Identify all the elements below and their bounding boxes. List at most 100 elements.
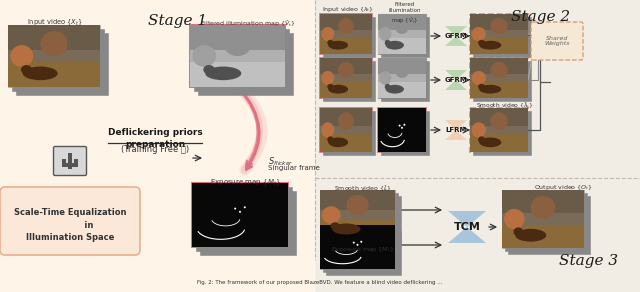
Bar xyxy=(190,62,285,87)
Bar xyxy=(320,225,395,269)
Circle shape xyxy=(239,211,241,213)
Ellipse shape xyxy=(346,195,369,215)
Bar xyxy=(320,108,372,126)
Ellipse shape xyxy=(327,84,333,90)
Bar xyxy=(320,58,372,74)
Bar xyxy=(323,193,398,243)
Bar xyxy=(378,108,426,152)
Text: Output video {$O_t$}: Output video {$O_t$} xyxy=(534,183,593,192)
Text: Filtered
illumination
map {$\hat{V}_t$}: Filtered illumination map {$\hat{V}_t$} xyxy=(388,2,421,26)
Bar xyxy=(378,58,426,98)
Polygon shape xyxy=(445,26,467,46)
Ellipse shape xyxy=(10,45,33,67)
Circle shape xyxy=(234,208,236,210)
Bar xyxy=(378,14,426,30)
Circle shape xyxy=(403,124,405,126)
Ellipse shape xyxy=(531,196,556,219)
Bar xyxy=(198,33,293,95)
Bar xyxy=(8,25,100,87)
FancyBboxPatch shape xyxy=(0,187,140,255)
Circle shape xyxy=(401,127,403,129)
Bar xyxy=(68,157,72,169)
Bar xyxy=(12,29,104,91)
Ellipse shape xyxy=(515,229,547,241)
Ellipse shape xyxy=(204,65,214,74)
Polygon shape xyxy=(445,120,467,140)
Ellipse shape xyxy=(479,41,501,50)
Ellipse shape xyxy=(321,27,334,41)
Text: Scale-Time Equalization
             in
Illumination Space: Scale-Time Equalization in Illumination … xyxy=(13,208,126,242)
Bar xyxy=(68,153,72,157)
Ellipse shape xyxy=(478,40,485,46)
Bar xyxy=(470,58,528,98)
Circle shape xyxy=(353,241,355,244)
Ellipse shape xyxy=(385,40,390,46)
Ellipse shape xyxy=(379,27,391,41)
Bar xyxy=(378,14,426,54)
Circle shape xyxy=(244,206,246,208)
Bar xyxy=(470,58,528,74)
Text: Shared
Weights: Shared Weights xyxy=(544,36,570,46)
Ellipse shape xyxy=(328,138,348,147)
Ellipse shape xyxy=(223,31,252,56)
Ellipse shape xyxy=(504,209,525,229)
Ellipse shape xyxy=(327,136,333,143)
Bar xyxy=(470,108,528,152)
Bar xyxy=(8,25,100,87)
Bar xyxy=(470,58,528,98)
Ellipse shape xyxy=(40,31,68,56)
Ellipse shape xyxy=(338,112,354,130)
Bar xyxy=(190,25,285,87)
Bar xyxy=(62,163,78,167)
Bar xyxy=(508,196,590,254)
Ellipse shape xyxy=(472,27,486,41)
Polygon shape xyxy=(445,70,467,90)
Bar xyxy=(200,191,296,255)
Ellipse shape xyxy=(490,112,508,130)
Bar xyxy=(320,190,395,240)
Bar xyxy=(0,0,315,292)
Bar xyxy=(378,108,426,152)
Bar xyxy=(502,225,584,248)
Ellipse shape xyxy=(478,84,485,90)
Text: Smooth video {$\hat{l}_t$}: Smooth video {$\hat{l}_t$} xyxy=(334,183,392,194)
Text: Smooth video {$\hat{\lambda}_t$}: Smooth video {$\hat{\lambda}_t$} xyxy=(476,100,534,111)
Ellipse shape xyxy=(322,206,340,224)
Text: TCM: TCM xyxy=(454,222,481,232)
Bar xyxy=(470,38,528,54)
Ellipse shape xyxy=(513,227,524,236)
Text: Singular frame: Singular frame xyxy=(268,165,320,171)
Text: Stage 2: Stage 2 xyxy=(511,10,570,24)
Circle shape xyxy=(360,241,362,243)
Circle shape xyxy=(356,244,358,246)
Text: Fig. 2: The framework of our proposed BlazeBVD. We feature a blind video deflick: Fig. 2: The framework of our proposed Bl… xyxy=(197,280,443,285)
Bar xyxy=(62,159,66,163)
Bar xyxy=(320,38,372,54)
Bar xyxy=(470,14,528,30)
Ellipse shape xyxy=(490,18,508,34)
Bar xyxy=(470,134,528,152)
Bar xyxy=(381,111,429,155)
Bar xyxy=(8,62,100,87)
Bar xyxy=(381,17,429,57)
Bar xyxy=(16,33,108,95)
Text: GFRM: GFRM xyxy=(445,33,467,39)
Text: GFRM: GFRM xyxy=(445,77,467,83)
Bar xyxy=(502,190,584,248)
FancyBboxPatch shape xyxy=(54,147,86,175)
Ellipse shape xyxy=(321,71,334,85)
Polygon shape xyxy=(448,211,486,243)
Bar xyxy=(473,17,531,57)
Bar xyxy=(74,159,78,163)
Bar xyxy=(323,17,375,57)
Text: Stage 3: Stage 3 xyxy=(559,254,618,268)
Bar xyxy=(378,82,426,98)
Bar xyxy=(378,58,426,74)
Bar xyxy=(320,14,372,54)
Ellipse shape xyxy=(332,223,360,234)
Bar xyxy=(320,82,372,98)
Ellipse shape xyxy=(21,65,32,74)
Bar xyxy=(192,183,288,247)
Bar xyxy=(320,58,372,98)
Bar xyxy=(320,190,395,210)
